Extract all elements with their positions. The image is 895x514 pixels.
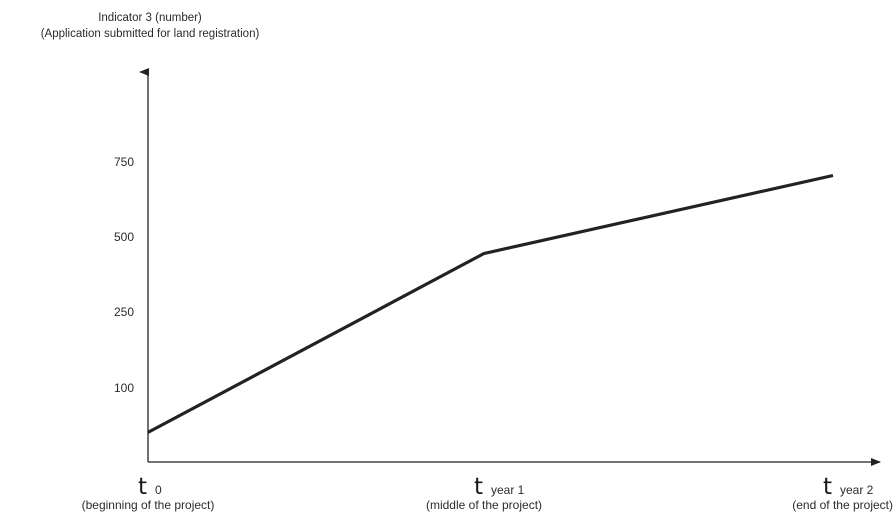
x-tick-symbol: t xyxy=(138,474,147,500)
series-line-0 xyxy=(147,173,834,434)
x-tick-description: (middle of the project) xyxy=(426,498,542,512)
x-tick-2: t year 2(end of the project) xyxy=(792,474,893,512)
y-tick-label: 250 xyxy=(114,305,134,319)
x-tick-subscript: year 1 xyxy=(491,483,525,497)
x-tick-subscript: year 2 xyxy=(840,483,874,497)
x-tick-description: (beginning of the project) xyxy=(82,498,215,512)
x-tick-0: t 0(beginning of the project) xyxy=(82,474,215,512)
x-tick-1: t year 1(middle of the project) xyxy=(426,474,542,512)
x-tick-description: (end of the project) xyxy=(792,498,893,512)
x-tick-subscript: 0 xyxy=(155,483,162,497)
x-tick-symbol: t xyxy=(474,474,483,500)
y-axis-label-line1: Indicator 3 (number) xyxy=(98,12,202,24)
y-axis-label-line2: (Application submitted for land registra… xyxy=(40,28,260,40)
y-tick-label: 750 xyxy=(114,155,134,169)
x-tick-symbol: t xyxy=(823,474,832,500)
y-tick-label: 500 xyxy=(114,230,134,244)
y-tick-label: 100 xyxy=(114,381,134,395)
y-axis-label: Indicator 3 (number) (Application submit… xyxy=(0,10,300,42)
